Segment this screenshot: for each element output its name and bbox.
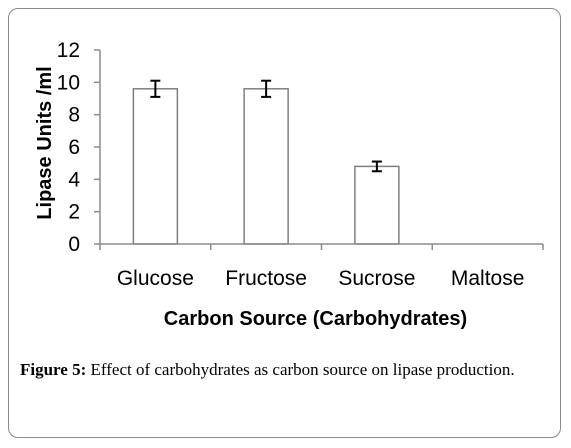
x-category-label-sucrose: Sucrose [338, 267, 415, 290]
figure-caption: Figure 5: Effect of carbohydrates as car… [20, 358, 552, 381]
error-bars [150, 79, 382, 173]
y-tick-label: 12 [57, 39, 80, 62]
x-axis-ticks [99, 244, 544, 250]
y-tick-label: 2 [68, 201, 80, 224]
bar-glucose [132, 88, 179, 245]
caption-text: Effect of carbohydrates as carbon source… [86, 360, 515, 379]
y-tick-label: 10 [57, 71, 80, 94]
y-axis-title: Lipase Units /ml [34, 66, 56, 219]
y-axis-ticks: 0 2 4 6 8 10 12 [57, 39, 100, 256]
x-axis-category-labels: Glucose Fructose Sucrose Maltose [117, 267, 525, 290]
x-category-label-glucose: Glucose [117, 267, 194, 290]
bar-fructose [243, 88, 289, 245]
y-tick-label: 6 [68, 136, 80, 159]
error-bar-glucose [150, 79, 161, 98]
error-bar-fructose [261, 79, 272, 98]
x-category-label-maltose: Maltose [451, 267, 525, 290]
bar-sucrose [354, 165, 400, 245]
bars [132, 88, 400, 245]
y-tick-label: 8 [68, 104, 80, 127]
y-tick-label: 0 [68, 233, 80, 256]
x-category-label-fructose: Fructose [225, 267, 307, 290]
x-axis-title: Carbon Source (Carbohydrates) [164, 308, 467, 330]
caption-label: Figure 5: [20, 360, 87, 379]
y-tick-label: 4 [68, 168, 80, 191]
error-bar-sucrose [371, 160, 382, 173]
